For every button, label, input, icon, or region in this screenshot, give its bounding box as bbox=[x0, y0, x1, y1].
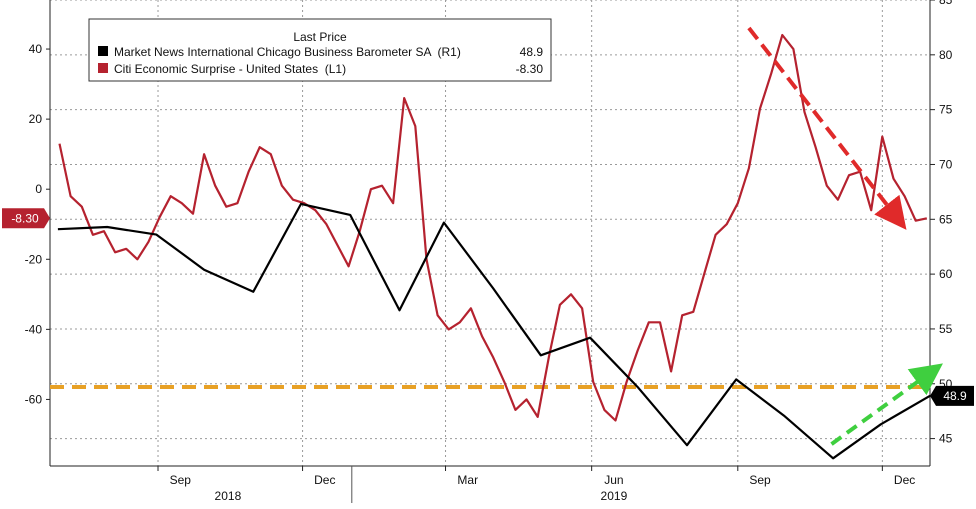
x-axis: Sep Dec Mar Jun Sep Dec 2018 2019 bbox=[157, 466, 915, 503]
y-left-tick-label: -20 bbox=[25, 252, 43, 266]
legend-swatch-citi bbox=[98, 63, 108, 73]
y-right-tick-label: 65 bbox=[939, 212, 953, 226]
mni-last-value-badge bbox=[930, 385, 974, 406]
y-left-tick-label: 0 bbox=[35, 182, 42, 196]
x-tick-label: Jun bbox=[604, 473, 623, 487]
x-tick-label: Mar bbox=[457, 473, 478, 487]
annotation-arrows bbox=[747, 26, 943, 446]
y-right-tick-label: 55 bbox=[939, 322, 953, 336]
legend-value-mni: 48.9 bbox=[520, 45, 544, 59]
legend-swatch-mni bbox=[98, 46, 108, 56]
y-right-tick-label: 85 bbox=[939, 0, 953, 7]
y-left-tick-label: -60 bbox=[25, 392, 43, 406]
red-down-arrow bbox=[747, 26, 907, 230]
citi-last-value-badge bbox=[2, 208, 50, 229]
last-value-badges: -8.30 48.9 bbox=[2, 208, 974, 406]
x-tick-label: Dec bbox=[314, 473, 335, 487]
x-year-label: 2018 bbox=[215, 489, 242, 503]
x-tick-label: Sep bbox=[749, 473, 771, 487]
green-up-arrow bbox=[830, 363, 943, 446]
y-right-tick-label: 75 bbox=[939, 103, 953, 117]
citi-last-value-text: -8.30 bbox=[11, 211, 39, 225]
legend-label-citi: Citi Economic Surprise - United States (… bbox=[114, 62, 346, 76]
y-right-tick-label: 60 bbox=[939, 267, 953, 281]
gridlines bbox=[50, 0, 930, 466]
x-tick-label: Sep bbox=[170, 473, 192, 487]
y-left-tick-label: -40 bbox=[25, 322, 43, 336]
series-line-citi-surprise bbox=[58, 33, 928, 422]
legend: Last Price Market News International Chi… bbox=[88, 18, 552, 82]
legend-box bbox=[88, 18, 552, 82]
y-axis-left: 40 20 0 -20 -40 -60 bbox=[25, 42, 50, 406]
legend-label-mni: Market News International Chicago Busine… bbox=[114, 45, 461, 59]
y-right-tick-label: 70 bbox=[939, 157, 953, 171]
x-tick-label: Dec bbox=[894, 473, 915, 487]
y-right-tick-label: 45 bbox=[939, 432, 953, 446]
y-right-tick-label: 80 bbox=[939, 48, 953, 62]
series-layer bbox=[57, 33, 931, 460]
mni-last-value-text: 48.9 bbox=[943, 389, 967, 403]
series-line-chicago-barometer bbox=[57, 202, 931, 460]
y-left-tick-label: 20 bbox=[29, 112, 43, 126]
legend-value-citi: -8.30 bbox=[516, 62, 544, 76]
y-left-tick-label: 40 bbox=[29, 42, 43, 56]
legend-title: Last Price bbox=[293, 30, 347, 44]
x-year-label: 2019 bbox=[601, 489, 628, 503]
